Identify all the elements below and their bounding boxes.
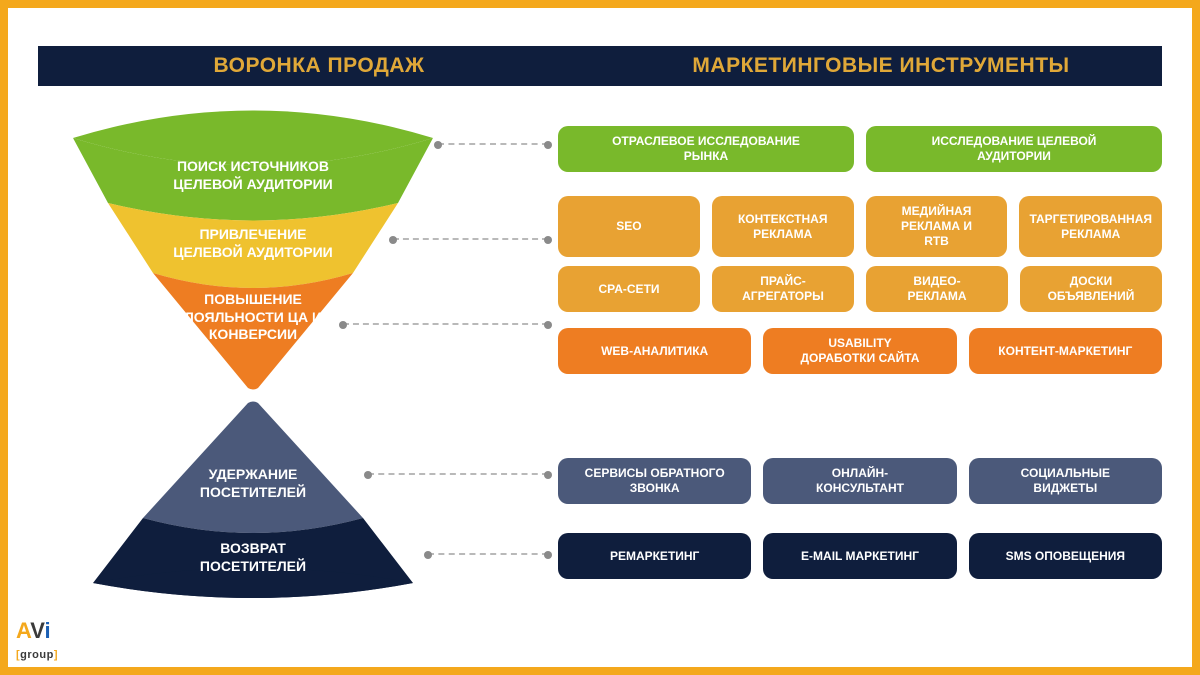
logo-subtext: [group] [16,649,58,661]
tool-box: КОНТЕКСТНАЯРЕКЛАМА [712,196,854,257]
tool-box: CPA-СЕТИ [558,266,700,312]
tool-row-2: SEOКОНТЕКСТНАЯРЕКЛАМАМЕДИЙНАЯРЕКЛАМА ИRT… [558,196,1162,257]
funnel-column: ПОИСК ИСТОЧНИКОВЦЕЛЕВОЙ АУДИТОРИИ ПРИВЛЕ… [38,108,468,618]
tool-box: РЕМАРКЕТИНГ [558,533,751,579]
logo-letter-i: i [45,618,51,643]
tool-box: ОНЛАЙН-КОНСУЛЬТАНТ [763,458,956,504]
connector-dot [544,551,552,559]
tool-row-6: РЕМАРКЕТИНГ E-MAIL МАРКЕТИНГ SMS ОПОВЕЩЕНИ… [558,533,1162,579]
connector-dot [544,141,552,149]
funnel-hourglass: ПОИСК ИСТОЧНИКОВЦЕЛЕВОЙ АУДИТОРИИ ПРИВЛЕ… [53,108,453,618]
connector-dot [339,321,347,329]
funnel-label-4: УДЕРЖАНИЕПОСЕТИТЕЛЕЙ [53,466,453,501]
content-area: ПОИСК ИСТОЧНИКОВЦЕЛЕВОЙ АУДИТОРИИ ПРИВЛЕ… [38,98,1162,647]
funnel-label-1: ПОИСК ИСТОЧНИКОВЦЕЛЕВОЙ АУДИТОРИИ [53,158,453,193]
logo-letter-v: V [30,618,44,643]
tool-box: СЕРВИСЫ ОБРАТНОГОЗВОНКА [558,458,751,504]
infographic-frame: ВОРОНКА ПРОДАЖ МАРКЕТИНГОВЫЕ ИНСТРУМЕНТЫ [0,0,1200,675]
tool-box: ПРАЙС-АГРЕГАТОРЫ [712,266,854,312]
connector-2 [393,238,548,240]
tool-box: ИССЛЕДОВАНИЕ ЦЕЛЕВОЙАУДИТОРИИ [866,126,1162,172]
funnel-label-3: ПОВЫШЕНИЕЛОЯЛЬНОСТИ ЦА ИКОНВЕРСИИ [53,291,453,344]
connector-4 [368,473,548,475]
tool-row-1: ОТРАСЛЕВОЕ ИССЛЕДОВАНИЕРЫНКА ИССЛЕДОВАНИЕ… [558,126,1162,172]
tool-row-3: CPA-СЕТИ ПРАЙС-АГРЕГАТОРЫ ВИДЕО-РЕКЛАМА ДОС… [558,266,1162,312]
connector-dot [544,471,552,479]
tool-box: USABILITYДОРАБОТКИ САЙТА [763,328,956,374]
tool-box: SMS ОПОВЕЩЕНИЯ [969,533,1162,579]
tool-box: СОЦИАЛЬНЫЕВИДЖЕТЫ [969,458,1162,504]
header-right-title: МАРКЕТИНГОВЫЕ ИНСТРУМЕНТЫ [600,46,1162,86]
tool-box: ВИДЕО-РЕКЛАМА [866,266,1008,312]
tool-box: SEO [558,196,700,257]
connector-dot [364,471,372,479]
connector-dot [389,236,397,244]
tool-row-4: WEB-АНАЛИТИКА USABILITYДОРАБОТКИ САЙТА КОН… [558,328,1162,374]
connector-dot [544,321,552,329]
connector-1 [438,143,548,145]
connector-5 [428,553,548,555]
funnel-label-5: ВОЗВРАТПОСЕТИТЕЛЕЙ [53,540,453,575]
tool-box: ОТРАСЛЕВОЕ ИССЛЕДОВАНИЕРЫНКА [558,126,854,172]
header-left-title: ВОРОНКА ПРОДАЖ [38,46,600,86]
logo: AVi [group] [16,621,58,661]
tool-box: E-MAIL МАРКЕТИНГ [763,533,956,579]
tool-box: МЕДИЙНАЯРЕКЛАМА ИRTB [866,196,1008,257]
tool-box: КОНТЕНТ-МАРКЕТИНГ [969,328,1162,374]
connector-dot [434,141,442,149]
tool-row-5: СЕРВИСЫ ОБРАТНОГОЗВОНКА ОНЛАЙН-КОНСУЛЬТАН… [558,458,1162,504]
tool-box: WEB-АНАЛИТИКА [558,328,751,374]
logo-letter-a: A [16,618,30,643]
connector-dot [544,236,552,244]
tool-box: ДОСКИОБЪЯВЛЕНИЙ [1020,266,1162,312]
connector-3 [343,323,548,325]
header-bar: ВОРОНКА ПРОДАЖ МАРКЕТИНГОВЫЕ ИНСТРУМЕНТЫ [38,46,1162,86]
tool-box: ТАРГЕТИРОВАННАЯРЕКЛАМА [1019,196,1162,257]
connector-dot [424,551,432,559]
